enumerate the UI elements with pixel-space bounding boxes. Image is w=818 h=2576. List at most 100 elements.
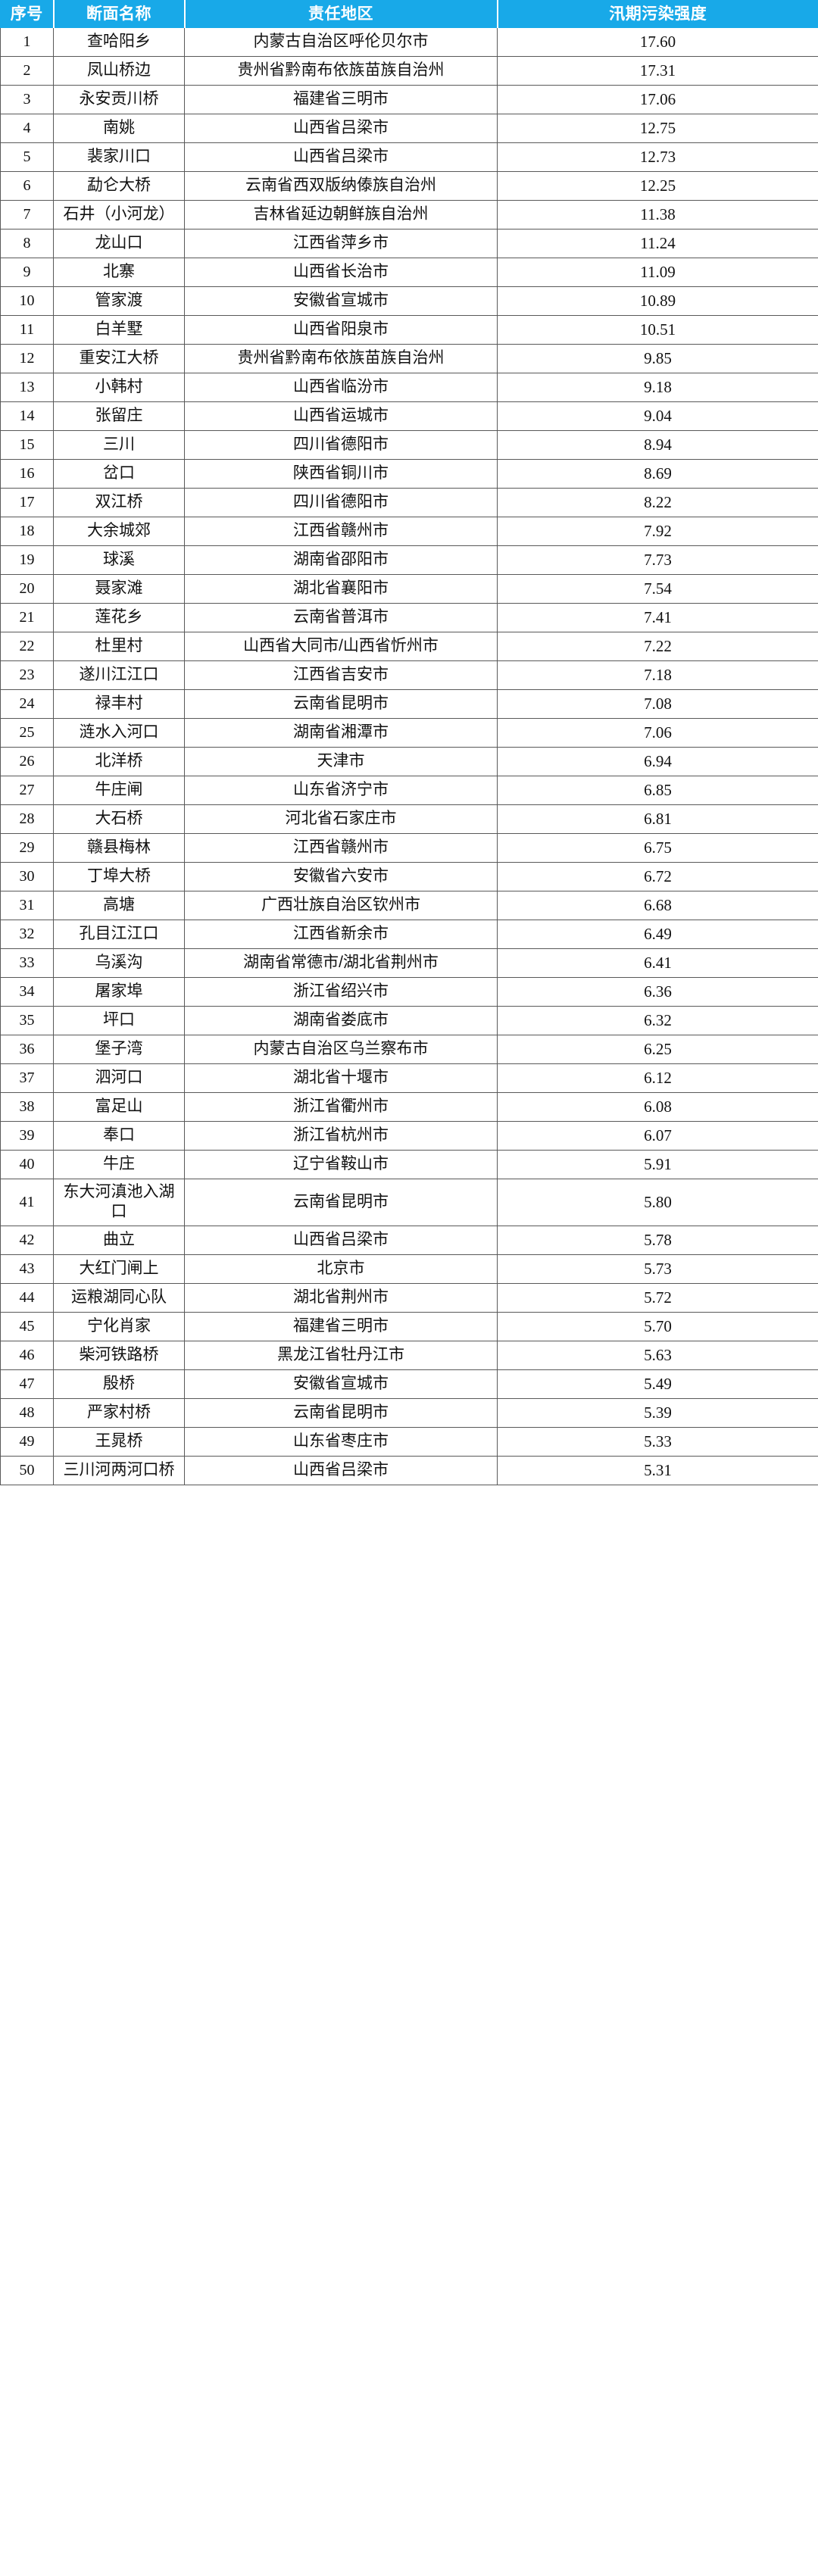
table-row: 14 张留庄 山西省运城市 9.04	[0, 401, 818, 431]
cell-index: 23	[0, 660, 54, 690]
cell-name: 曲立	[53, 1225, 185, 1255]
cell-region: 山西省吕梁市	[184, 1455, 498, 1485]
cell-value: 12.75	[497, 114, 818, 143]
table-row: 35 坪口 湖南省娄底市 6.32	[0, 1006, 818, 1035]
cell-name: 球溪	[53, 545, 185, 575]
cell-value: 9.18	[497, 373, 818, 402]
cell-region: 山西省临汾市	[184, 373, 498, 402]
cell-name: 孔目江江口	[53, 920, 185, 949]
column-header-region: 责任地区	[184, 0, 498, 28]
cell-name: 大余城郊	[53, 517, 185, 546]
table-row: 34 屠家埠 浙江省绍兴市 6.36	[0, 977, 818, 1007]
cell-region: 天津市	[184, 747, 498, 776]
cell-region: 山东省枣庄市	[184, 1426, 498, 1457]
cell-value: 8.94	[497, 430, 818, 460]
cell-region: 云南省昆明市	[184, 1397, 498, 1428]
cell-region: 云南省昆明市	[184, 689, 498, 719]
cell-value: 11.09	[497, 258, 818, 287]
cell-value: 6.07	[497, 1121, 818, 1151]
table-row: 1 查哈阳乡 内蒙古自治区呼伦贝尔市 17.60	[0, 27, 818, 57]
cell-name: 丁埠大桥	[53, 862, 185, 891]
cell-index: 5	[0, 142, 54, 172]
cell-index: 16	[0, 459, 54, 489]
cell-value: 5.63	[497, 1340, 818, 1370]
cell-index: 32	[0, 920, 54, 949]
cell-region: 安徽省六安市	[184, 862, 498, 891]
cell-index: 9	[0, 258, 54, 287]
cell-index: 38	[0, 1092, 54, 1122]
cell-value: 5.31	[497, 1455, 818, 1485]
cell-index: 27	[0, 776, 54, 805]
cell-index: 43	[0, 1254, 54, 1284]
cell-region: 江西省新余市	[184, 920, 498, 949]
table-row: 2 凤山桥边 贵州省黔南布依族苗族自治州 17.31	[0, 56, 818, 86]
cell-region: 江西省萍乡市	[184, 229, 498, 258]
cell-region: 云南省西双版纳傣族自治州	[184, 171, 498, 201]
cell-name: 岔口	[53, 459, 185, 489]
cell-region: 湖南省娄底市	[184, 1006, 498, 1035]
cell-name: 富足山	[53, 1092, 185, 1122]
cell-region: 山西省运城市	[184, 401, 498, 431]
cell-name: 杜里村	[53, 632, 185, 661]
cell-index: 36	[0, 1035, 54, 1064]
cell-index: 35	[0, 1006, 54, 1035]
cell-index: 2	[0, 56, 54, 86]
cell-region: 湖北省荆州市	[184, 1282, 498, 1313]
cell-index: 46	[0, 1340, 54, 1370]
cell-region: 吉林省延边朝鲜族自治州	[184, 200, 498, 229]
cell-value: 5.91	[497, 1150, 818, 1179]
cell-value: 10.51	[497, 315, 818, 345]
cell-value: 9.85	[497, 344, 818, 373]
cell-region: 福建省三明市	[184, 85, 498, 114]
cell-index: 28	[0, 804, 54, 834]
cell-name: 宁化肖家	[53, 1311, 185, 1341]
cell-index: 14	[0, 401, 54, 431]
cell-region: 北京市	[184, 1254, 498, 1284]
cell-index: 30	[0, 862, 54, 891]
cell-index: 11	[0, 315, 54, 345]
cell-value: 12.25	[497, 171, 818, 201]
cell-name: 殷桥	[53, 1369, 185, 1399]
cell-region: 广西壮族自治区钦州市	[184, 891, 498, 920]
cell-value: 6.12	[497, 1063, 818, 1093]
cell-name: 大红门闸上	[53, 1254, 185, 1284]
cell-name: 三川河两河口桥	[53, 1455, 185, 1485]
cell-name: 张留庄	[53, 401, 185, 431]
cell-value: 6.94	[497, 747, 818, 776]
cell-value: 6.49	[497, 920, 818, 949]
cell-index: 20	[0, 574, 54, 604]
cell-index: 22	[0, 632, 54, 661]
cell-region: 云南省昆明市	[184, 1179, 498, 1226]
cell-name: 堡子湾	[53, 1035, 185, 1064]
cell-region: 安徽省宣城市	[184, 286, 498, 316]
cell-value: 6.68	[497, 891, 818, 920]
cell-value: 9.04	[497, 401, 818, 431]
cell-index: 15	[0, 430, 54, 460]
cell-index: 49	[0, 1426, 54, 1457]
cell-name: 重安江大桥	[53, 344, 185, 373]
table-row: 21 莲花乡 云南省普洱市 7.41	[0, 603, 818, 632]
cell-name: 聂家滩	[53, 574, 185, 604]
cell-index: 25	[0, 718, 54, 748]
cell-index: 24	[0, 689, 54, 719]
column-header-value: 汛期污染强度	[497, 0, 818, 28]
table-row: 38 富足山 浙江省衢州市 6.08	[0, 1092, 818, 1122]
cell-index: 42	[0, 1225, 54, 1255]
cell-region: 福建省三明市	[184, 1311, 498, 1341]
cell-value: 6.85	[497, 776, 818, 805]
cell-name: 泗河口	[53, 1063, 185, 1093]
cell-index: 19	[0, 545, 54, 575]
table-row: 32 孔目江江口 江西省新余市 6.49	[0, 920, 818, 949]
cell-value: 17.31	[497, 56, 818, 86]
cell-index: 6	[0, 171, 54, 201]
cell-region: 黑龙江省牡丹江市	[184, 1340, 498, 1370]
cell-value: 6.81	[497, 804, 818, 834]
table-row: 41 东大河滇池入湖口 云南省昆明市 5.80	[0, 1179, 818, 1226]
cell-name: 莲花乡	[53, 603, 185, 632]
pollution-intensity-table-container: 序号 断面名称 责任地区 汛期污染强度 1 查哈阳乡 内蒙古自治区呼伦贝尔市 17.6…	[0, 0, 818, 1485]
cell-region: 河北省石家庄市	[184, 804, 498, 834]
cell-region: 云南省普洱市	[184, 603, 498, 632]
table-header: 序号 断面名称 责任地区 汛期污染强度	[0, 0, 818, 28]
cell-index: 26	[0, 747, 54, 776]
cell-name: 王晁桥	[53, 1426, 185, 1457]
